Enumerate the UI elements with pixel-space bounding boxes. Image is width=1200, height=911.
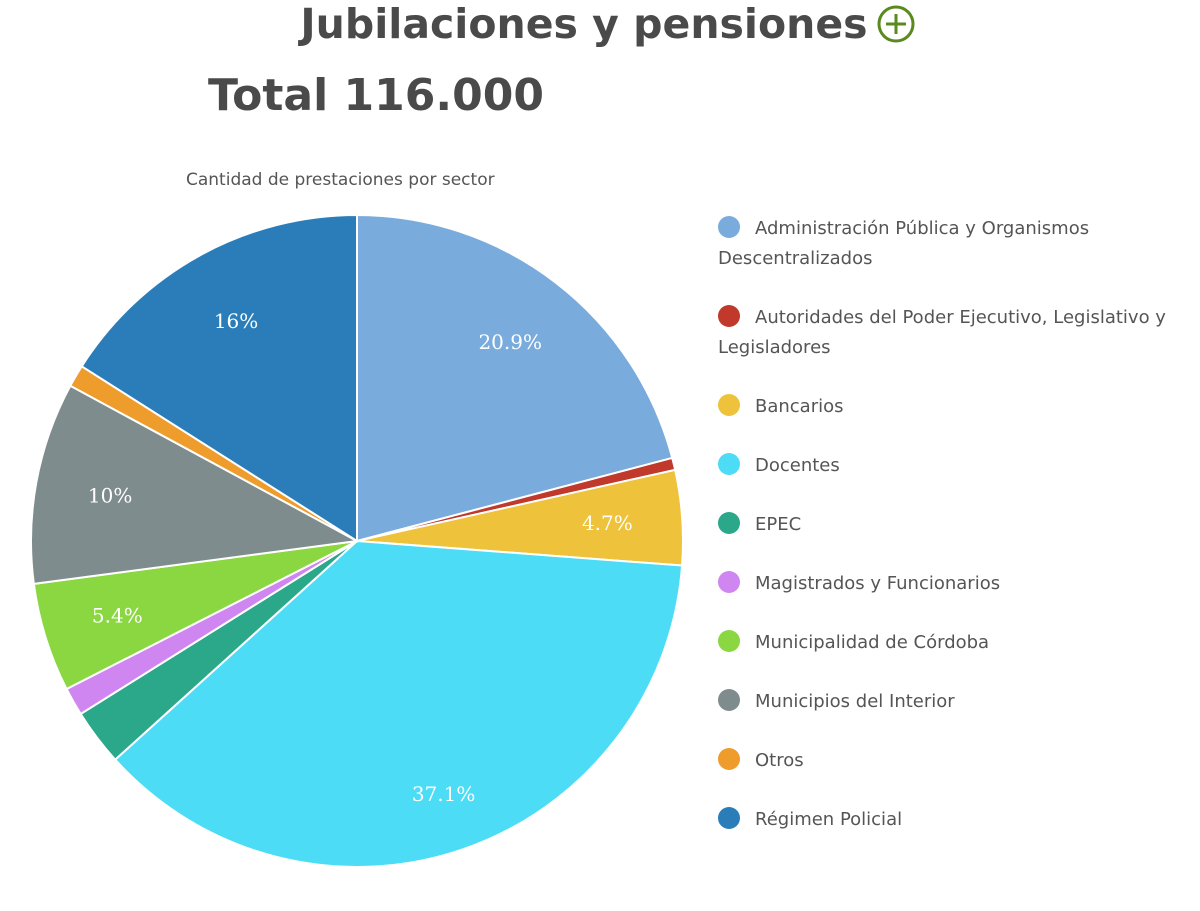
- legend-item-regimen-policial[interactable]: Régimen Policial: [718, 805, 1193, 835]
- legend-item-otros[interactable]: Otros: [718, 746, 1193, 776]
- legend-label: Municipalidad de Córdoba: [755, 632, 990, 653]
- legend-label: Bancarios: [755, 396, 844, 417]
- legend-swatch: [718, 305, 740, 327]
- slice-label-municipios-del-interior: 10%: [88, 484, 132, 508]
- pie-chart: 20.9% 4.7% 37.1% 5.4% 10% 16%: [30, 213, 684, 868]
- legend-swatch: [718, 394, 740, 416]
- legend-label: Magistrados y Funcionarios: [755, 573, 1001, 594]
- slice-label-regimen-policial: 16%: [214, 309, 258, 333]
- slice-label-administracion-publica-y-organismos-descentralizados: 20.9%: [478, 330, 542, 354]
- pie-slice-administracion-publica-y-organismos-descentralizados[interactable]: [356, 213, 674, 543]
- legend-item-epec[interactable]: EPEC: [718, 510, 1193, 540]
- plus-circle-icon[interactable]: [876, 4, 916, 44]
- pie-slice-regimen-policial[interactable]: [80, 213, 358, 543]
- legend-label: Régimen Policial: [755, 809, 903, 830]
- legend-item-magistrados-y-funcionarios[interactable]: Magistrados y Funcionarios: [718, 569, 1193, 599]
- header: Jubilaciones y pensiones: [0, 0, 1200, 48]
- legend-swatch: [718, 453, 740, 475]
- legend-swatch: [718, 630, 740, 652]
- legend-swatch: [718, 571, 740, 593]
- legend-item-municipios-del-interior[interactable]: Municipios del Interior: [718, 687, 1193, 717]
- slice-label-bancarios: 4.7%: [582, 511, 633, 535]
- legend-item-bancarios[interactable]: Bancarios: [718, 392, 1193, 422]
- legend-item-autoridades-del-poder-ejecutivo-legislativo-y-legisladores[interactable]: Autoridades del Poder Ejecutivo, Legisla…: [718, 303, 1193, 363]
- legend-swatch: [718, 748, 740, 770]
- chart-title: Cantidad de prestaciones por sector: [186, 170, 495, 190]
- legend-label: Otros: [755, 750, 804, 771]
- legend-label: Administración Pública y Organismos Desc…: [718, 218, 1090, 269]
- total-label: Total 116.000: [208, 70, 544, 121]
- pie-slice-municipios-del-interior[interactable]: [30, 384, 361, 586]
- pie-slice-docentes[interactable]: [113, 539, 684, 868]
- slice-label-docentes: 37.1%: [412, 782, 476, 806]
- page-title: Jubilaciones y pensiones: [300, 0, 868, 48]
- legend-swatch: [718, 689, 740, 711]
- legend-label: Municipios del Interior: [755, 691, 955, 712]
- legend-swatch: [718, 807, 740, 829]
- legend-swatch: [718, 216, 740, 238]
- legend-label: Autoridades del Poder Ejecutivo, Legisla…: [718, 307, 1166, 358]
- legend-label: EPEC: [755, 514, 802, 535]
- legend-swatch: [718, 512, 740, 534]
- legend-item-municipalidad-de-cordoba[interactable]: Municipalidad de Córdoba: [718, 628, 1193, 658]
- slice-label-municipalidad-de-cordoba: 5.4%: [92, 604, 143, 628]
- legend-label: Docentes: [755, 455, 840, 476]
- legend-item-docentes[interactable]: Docentes: [718, 451, 1193, 481]
- legend-item-administracion-publica-y-organismos-descentralizados[interactable]: Administración Pública y Organismos Desc…: [718, 214, 1193, 274]
